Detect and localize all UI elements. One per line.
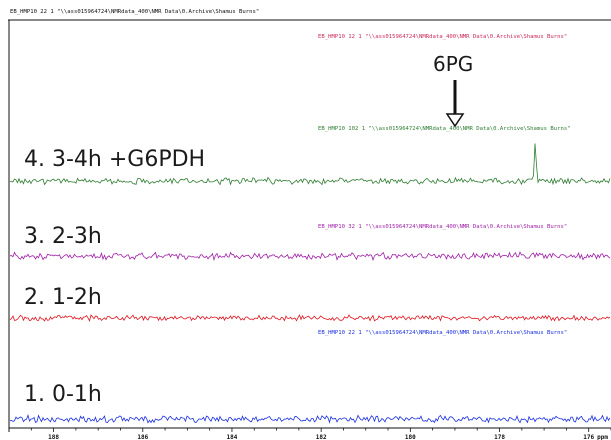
series-label-3: 3. 2-3h	[24, 224, 102, 249]
top-header-text: EB_HMP10 22 1 "\\ass015964724\NMRdata_40…	[10, 9, 259, 15]
x-axis-tick-label: 184	[227, 434, 238, 440]
spectrum-trace-2	[9, 314, 611, 323]
series-header-2: EB_HMP10 12 1 "\\ass015964724\NMRdata_40…	[318, 34, 567, 40]
series-header-4: EB_HMP10 102 1 "\\ass015964724\NMRdata_4…	[318, 126, 571, 132]
series-header-1: EB_HMP10 22 1 "\\ass015964724\NMRdata_40…	[318, 330, 567, 336]
spectrum-trace-3	[9, 251, 611, 262]
x-axis-tick-label: 178	[494, 434, 505, 440]
spectrum-trace-4	[9, 143, 611, 186]
series-label-2: 2. 1-2h	[24, 285, 102, 310]
x-axis-tick-label: 188	[48, 434, 59, 440]
spectrum-trace-1	[9, 413, 611, 424]
series-header-3: EB_HMP10 32 1 "\\ass015964724\NMRdata_40…	[318, 224, 567, 230]
spectra-layer	[9, 143, 611, 424]
x-axis-tick-label: 176	[583, 434, 594, 440]
x-axis-tick-label: 180	[405, 434, 416, 440]
peak-annotation-label: 6PG	[433, 52, 473, 76]
series-label-4: 4. 3-4h +G6PDH	[24, 147, 205, 172]
x-axis: 188 186 184 182 180 178 176 ppm	[8, 427, 611, 440]
x-axis-unit-label: ppm	[597, 434, 608, 440]
x-axis-tick-label: 186	[137, 434, 148, 440]
down-arrow-icon	[445, 80, 465, 128]
x-axis-tick-label: 182	[316, 434, 327, 440]
series-label-1: 1. 0-1h	[24, 382, 102, 407]
